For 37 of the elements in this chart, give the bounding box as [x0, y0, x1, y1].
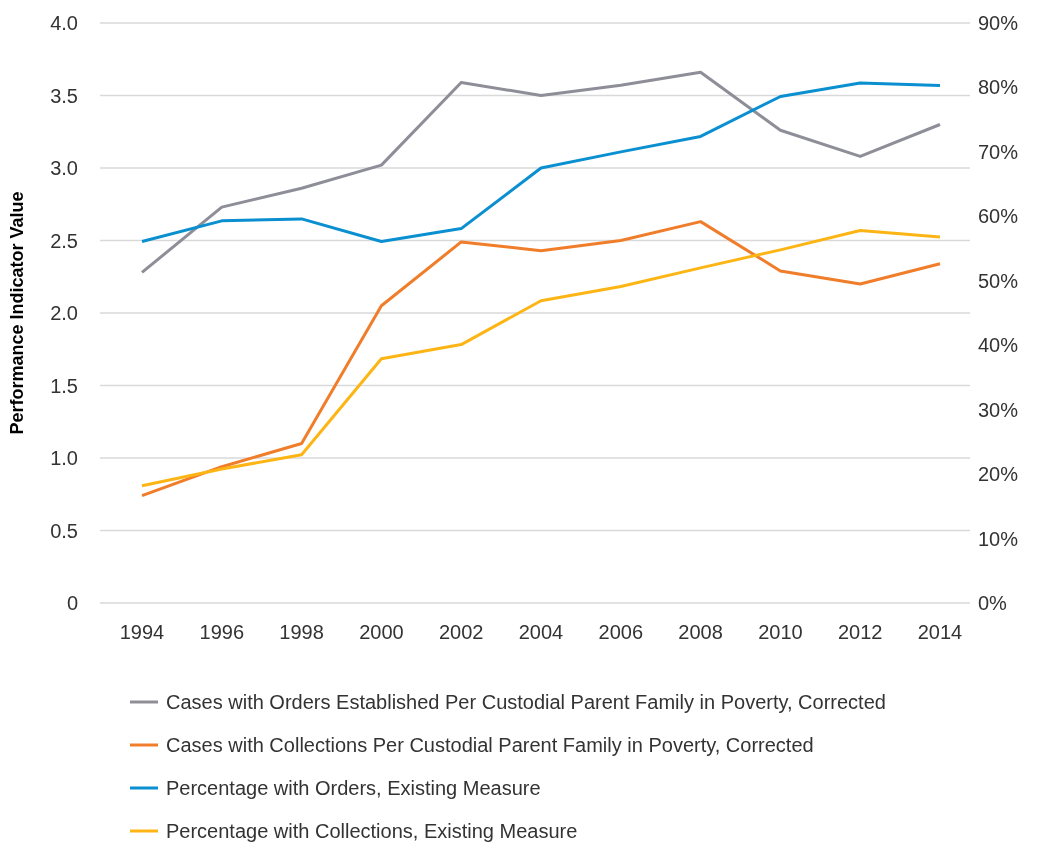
y-tick-label: 0	[66, 592, 78, 614]
x-tick-label: 2010	[758, 621, 803, 643]
y-tick-label: 2.5	[50, 229, 78, 252]
y-tick-label: 1.5	[50, 374, 78, 397]
y-tick-label: 2.0	[50, 302, 78, 324]
x-tick-label: 2002	[438, 621, 484, 643]
legend-label: Cases with Collections Per Custodial Parent Family in Poverty, Corrected	[166, 734, 814, 756]
y-tick-label: 3.0	[50, 157, 78, 179]
y2-tick-label: 50%	[978, 269, 1019, 292]
x-tick-label: 2008	[678, 621, 723, 643]
y2-tick-label: 90%	[978, 12, 1019, 34]
x-tick-label: 2000	[359, 621, 404, 643]
y2-tick-label: 30%	[978, 398, 1019, 421]
legend-label: Percentage with Orders, Existing Measure	[166, 777, 541, 799]
x-tick-label: 2012	[837, 621, 883, 643]
y2-tick-label: 60%	[978, 205, 1019, 228]
x-tick-label: 1994	[119, 621, 165, 643]
x-tick-label: 2006	[598, 621, 644, 643]
x-tick-label: 2004	[518, 621, 564, 643]
y-tick-label: 3.5	[50, 84, 78, 107]
y2-tick-label: 70%	[978, 140, 1019, 163]
x-tick-label: 1996	[199, 621, 245, 643]
y2-tick-label: 0%	[978, 592, 1008, 614]
line-series	[140, 81, 942, 243]
legend-label: Percentage with Collections, Existing Measure	[166, 820, 578, 842]
y2-tick-label: 80%	[978, 76, 1019, 99]
x-tick-label: 2014	[917, 621, 963, 643]
line-series	[140, 70, 942, 274]
y2-tick-label: 10%	[978, 527, 1019, 550]
legend-label: Cases with Orders Established Per Custodial Parent Family in Poverty, Corrected	[166, 691, 886, 713]
y2-tick-label: 40%	[978, 334, 1019, 357]
y-axis-title: Performance Indicator Value	[7, 191, 27, 435]
y-tick-label: 4.0	[50, 12, 78, 34]
y2-tick-label: 20%	[978, 463, 1019, 486]
y-tick-label: 0.5	[50, 519, 78, 542]
x-tick-label: 1998	[279, 621, 324, 643]
y-tick-label: 1.0	[50, 447, 78, 469]
